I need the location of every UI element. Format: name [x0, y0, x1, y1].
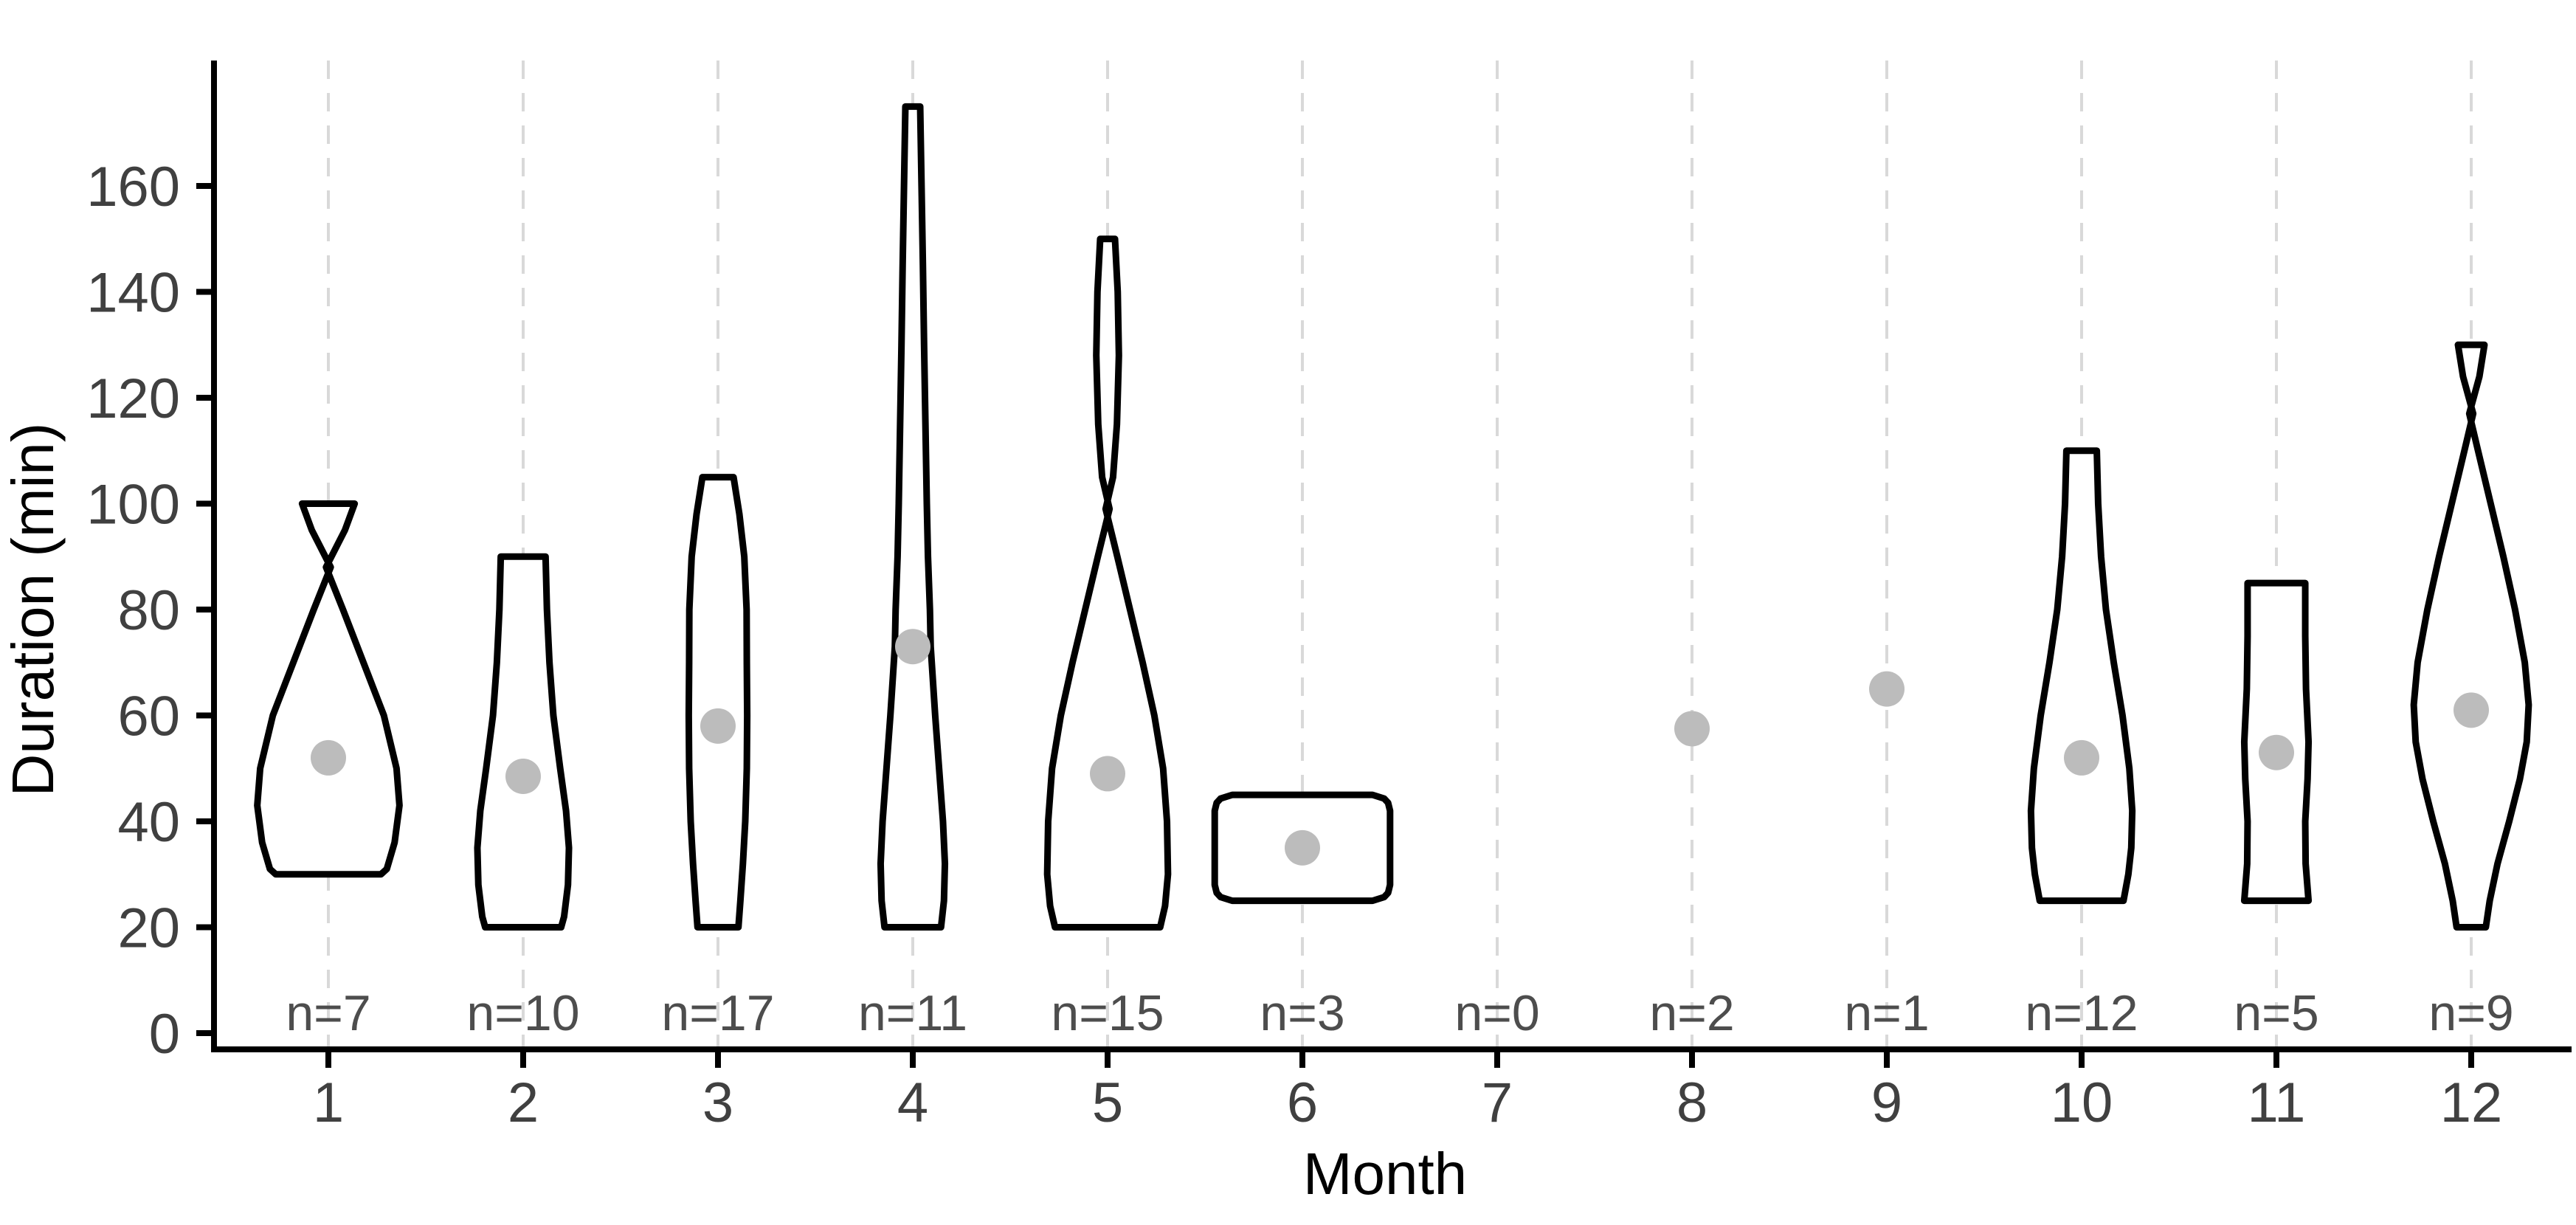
n-label-month-1: n=7 — [286, 985, 370, 1041]
x-tick-label-10: 10 — [2051, 1072, 2113, 1134]
mean-dot-month-2 — [505, 759, 541, 795]
violin-month-1 — [254, 500, 403, 878]
violin-month-4 — [877, 103, 949, 931]
x-tick-label-12: 12 — [2440, 1072, 2503, 1134]
n-label-month-7: n=0 — [1454, 985, 1539, 1041]
mean-dot-month-3 — [700, 708, 736, 744]
mean-dot-month-9 — [1869, 671, 1905, 707]
violin-month-3 — [685, 474, 751, 931]
y-tick-label-60: 60 — [117, 686, 180, 748]
violin-month-12 — [2410, 341, 2532, 931]
violin-month-5 — [1043, 235, 1172, 931]
n-label-month-4: n=11 — [858, 985, 967, 1041]
x-tick-label-7: 7 — [1482, 1072, 1513, 1134]
mean-dot-month-8 — [1674, 711, 1710, 747]
n-label-month-9: n=1 — [1844, 985, 1929, 1041]
n-label-month-2: n=10 — [466, 985, 579, 1041]
mean-dot-month-1 — [311, 739, 346, 776]
x-tick-label-6: 6 — [1287, 1072, 1318, 1134]
mean-dot-month-11 — [2259, 734, 2294, 770]
n-label-month-8: n=2 — [1649, 985, 1734, 1041]
x-tick-label-8: 8 — [1677, 1072, 1707, 1134]
y-tick-label-20: 20 — [117, 897, 180, 960]
y-tick-label-120: 120 — [86, 368, 180, 430]
violin-month-10 — [2027, 447, 2136, 905]
x-tick-label-3: 3 — [702, 1072, 733, 1134]
x-tick-label-5: 5 — [1092, 1072, 1123, 1134]
x-tick-label-4: 4 — [897, 1072, 928, 1134]
n-label-month-5: n=15 — [1051, 985, 1164, 1041]
n-label-month-6: n=3 — [1260, 985, 1344, 1041]
x-axis-title: Month — [1303, 1141, 1467, 1207]
y-tick-label-140: 140 — [86, 262, 180, 325]
x-tick-label-9: 9 — [1871, 1072, 1902, 1134]
n-label-month-10: n=12 — [2025, 985, 2138, 1041]
y-tick-label-100: 100 — [86, 474, 180, 536]
mean-dot-month-5 — [1090, 756, 1125, 792]
y-tick-label-160: 160 — [86, 156, 180, 218]
mean-dot-month-4 — [895, 629, 930, 665]
y-tick-label-40: 40 — [117, 791, 180, 854]
y-axis-title: Duration (min) — [0, 423, 66, 797]
x-tick-label-11: 11 — [2248, 1072, 2306, 1134]
y-tick-label-0: 0 — [149, 1003, 180, 1066]
x-tick-label-2: 2 — [508, 1072, 539, 1134]
mean-dot-month-10 — [2064, 739, 2099, 776]
n-label-month-3: n=17 — [661, 985, 774, 1041]
y-tick-label-80: 80 — [117, 579, 180, 642]
mean-dot-month-12 — [2454, 692, 2489, 728]
n-label-month-12: n=9 — [2428, 985, 2513, 1041]
n-label-month-11: n=5 — [2234, 985, 2318, 1041]
violin-month-2 — [474, 553, 573, 931]
x-tick-label-1: 1 — [313, 1072, 344, 1134]
mean-dot-month-6 — [1285, 829, 1320, 866]
